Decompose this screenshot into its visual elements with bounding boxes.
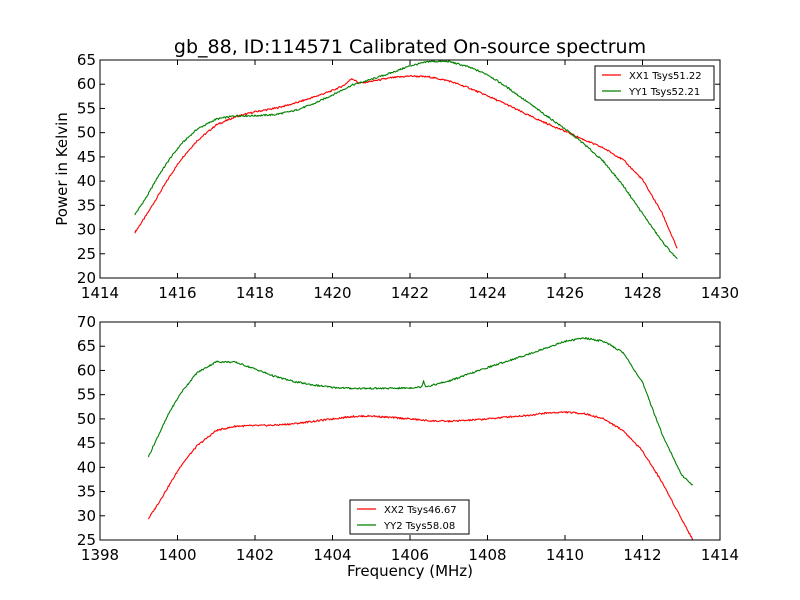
bottom-series-line-yy2 [147, 336, 694, 486]
x-axis-label: Frequency (MHz) [347, 562, 473, 580]
bottom-x-tick-label: 1402 [236, 546, 274, 564]
top-legend: XX1 Tsys51.22 YY1 Tsys52.21 [594, 65, 715, 101]
bottom-y-tick-label: 50 [77, 410, 96, 428]
bottom-y-tick-label: 30 [77, 507, 96, 525]
bottom-panel: 1398 1400 1402 1404 1406 1408 1410 1412 1414 25 30… [77, 313, 739, 564]
bottom-x-tick-label: 1410 [546, 546, 584, 564]
bottom-series-line-xx2 [147, 411, 694, 540]
top-legend-label: XX1 Tsys51.22 [629, 71, 702, 82]
top-y-tick-label: 20 [77, 269, 96, 287]
bottom-x-tick-label: 1398 [81, 546, 119, 564]
bottom-legend-label: YY2 Tsys58.08 [383, 521, 455, 532]
top-x-tick-label: 1416 [158, 284, 196, 302]
top-y-tick-label: 45 [77, 148, 96, 166]
top-y-tick-label: 35 [77, 196, 96, 214]
bottom-y-tick-label: 55 [77, 386, 96, 404]
bottom-y-tick-label: 45 [77, 434, 96, 452]
top-y-tick-label: 40 [77, 172, 96, 190]
top-y-tick-label: 65 [77, 51, 96, 69]
top-x-tick-label: 1430 [701, 284, 739, 302]
top-y-tick-label: 30 [77, 221, 96, 239]
bottom-legend-box [349, 499, 470, 535]
top-y-tick-label: 60 [77, 75, 96, 93]
top-x-tick-label: 1424 [468, 284, 506, 302]
top-x-tick-label: 1420 [313, 284, 351, 302]
top-legend-box [594, 65, 715, 101]
bottom-y-tick-label: 65 [77, 337, 96, 355]
bottom-legend: XX2 Tsys46.67 YY2 Tsys58.08 [349, 499, 470, 535]
top-legend-label: YY1 Tsys52.21 [628, 87, 700, 98]
top-x-tick-label: 1418 [236, 284, 274, 302]
top-series-line-yy1 [134, 60, 678, 260]
bottom-x-tick-label: 1404 [313, 546, 351, 564]
top-x-tick-label: 1426 [546, 284, 584, 302]
top-x-tick-label: 1428 [623, 284, 661, 302]
bottom-y-tick-label: 40 [77, 458, 96, 476]
bottom-y-tick-label: 25 [77, 531, 96, 549]
chart-title: gb_88, ID:114571 Calibrated On-source sp… [174, 36, 646, 58]
top-y-tick-label: 25 [77, 245, 96, 263]
top-panel: 1414 1416 1418 1420 1422 1424 1426 1428 1430 20 25… [77, 51, 739, 302]
bottom-y-tick-label: 60 [77, 361, 96, 379]
top-y-tick-label: 50 [77, 124, 96, 142]
top-series-line-xx1 [134, 74, 678, 249]
bottom-legend-label: XX2 Tsys46.67 [384, 505, 457, 516]
top-y-tick-label: 55 [77, 99, 96, 117]
bottom-y-tick-label: 35 [77, 483, 96, 501]
bottom-y-tick-label: 70 [77, 313, 96, 331]
top-x-tick-label: 1414 [81, 284, 119, 302]
bottom-x-tick-label: 1412 [623, 546, 661, 564]
bottom-x-tick-label: 1400 [158, 546, 196, 564]
top-x-tick-label: 1422 [391, 284, 429, 302]
bottom-x-tick-label: 1408 [468, 546, 506, 564]
y-axis-label: Power in Kelvin [53, 112, 71, 226]
bottom-x-tick-label: 1406 [391, 546, 429, 564]
bottom-x-tick-label: 1414 [701, 546, 739, 564]
